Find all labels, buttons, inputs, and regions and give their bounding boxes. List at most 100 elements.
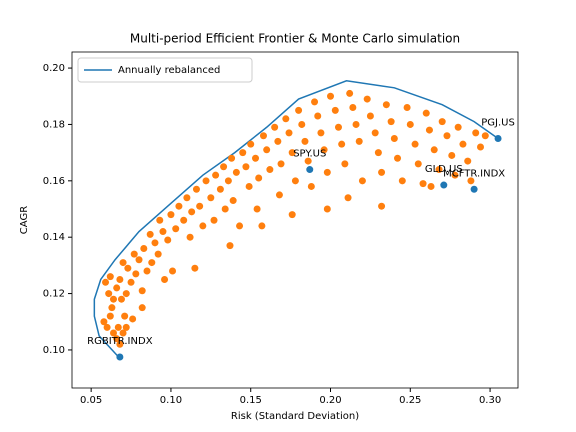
point: [288, 149, 296, 157]
point: [430, 146, 438, 154]
point-label: PGJ.US: [481, 118, 515, 129]
point: [427, 182, 435, 190]
point: [156, 216, 164, 224]
point: [331, 106, 339, 114]
point: [291, 177, 299, 185]
x-tick-label: 0.30: [479, 395, 501, 406]
point: [228, 154, 236, 162]
point: [105, 290, 113, 298]
point: [470, 185, 478, 193]
point: [164, 236, 172, 244]
point: [148, 259, 156, 267]
point: [188, 208, 196, 216]
x-tick-label: 0.20: [319, 395, 341, 406]
y-tick-label: 0.12: [43, 289, 65, 300]
point: [440, 181, 448, 189]
point: [114, 323, 122, 331]
x-tick-label: 0.15: [240, 395, 262, 406]
point-label: SPY.US: [293, 149, 326, 160]
x-tick-label: 0.05: [80, 395, 102, 406]
point: [295, 106, 303, 114]
point: [207, 194, 215, 202]
point: [169, 267, 177, 275]
point: [186, 233, 194, 241]
point: [151, 239, 159, 247]
point: [481, 132, 489, 140]
chart-title: Multi-period Efficient Frontier & Monte …: [130, 32, 460, 46]
point: [414, 160, 422, 168]
point: [323, 205, 331, 213]
point: [192, 185, 200, 193]
point: [411, 140, 419, 148]
point: [212, 171, 220, 179]
point: [255, 174, 263, 182]
point: [435, 166, 443, 174]
y-tick-label: 0.10: [43, 345, 65, 356]
point: [109, 295, 117, 303]
point: [467, 177, 475, 185]
x-tick-label: 0.10: [160, 395, 182, 406]
point: [258, 222, 266, 230]
point: [239, 149, 247, 157]
point: [196, 202, 204, 210]
point: [346, 89, 354, 97]
point: [138, 304, 146, 312]
point: [232, 168, 240, 176]
point: [132, 270, 140, 278]
y-tick-label: 0.18: [43, 119, 65, 130]
point: [130, 250, 138, 258]
x-axis-label: Risk (Standard Deviation): [231, 411, 359, 422]
point: [454, 123, 462, 131]
point: [277, 160, 285, 168]
point: [113, 335, 121, 343]
point: [108, 304, 116, 312]
y-axis-label: CAGR: [19, 206, 30, 234]
point: [116, 353, 124, 361]
point: [199, 222, 207, 230]
point: [119, 259, 127, 267]
point: [113, 284, 121, 292]
point: [161, 275, 169, 283]
point: [425, 126, 433, 134]
point: [236, 222, 244, 230]
point: [116, 275, 124, 283]
y-tick-label: 0.14: [43, 232, 65, 243]
point: [159, 228, 167, 236]
point: [282, 115, 290, 123]
point: [119, 329, 127, 337]
point: [301, 137, 309, 145]
point: [363, 95, 371, 103]
point: [394, 154, 402, 162]
point: [382, 101, 390, 109]
point: [378, 168, 386, 176]
point: [224, 177, 232, 185]
point: [117, 295, 125, 303]
point: [443, 132, 451, 140]
point: [320, 146, 328, 154]
point: [419, 180, 427, 188]
point: [263, 146, 271, 154]
point: [477, 143, 485, 151]
point: [314, 112, 322, 120]
point: [106, 273, 114, 281]
point: [275, 191, 283, 199]
point: [374, 149, 382, 157]
point: [180, 216, 188, 224]
point: [202, 177, 210, 185]
point: [451, 171, 459, 179]
point: [135, 256, 143, 264]
point: [172, 225, 180, 233]
point: [266, 166, 274, 174]
point: [242, 163, 250, 171]
point-label: RGBITR.INDX: [87, 336, 153, 347]
point: [358, 177, 366, 185]
legend-box: [77, 57, 253, 83]
point: [307, 182, 315, 190]
point: [448, 151, 456, 159]
point: [129, 315, 137, 323]
point: [183, 194, 191, 202]
point: [100, 318, 108, 326]
point: [143, 267, 151, 275]
point: [334, 123, 342, 131]
